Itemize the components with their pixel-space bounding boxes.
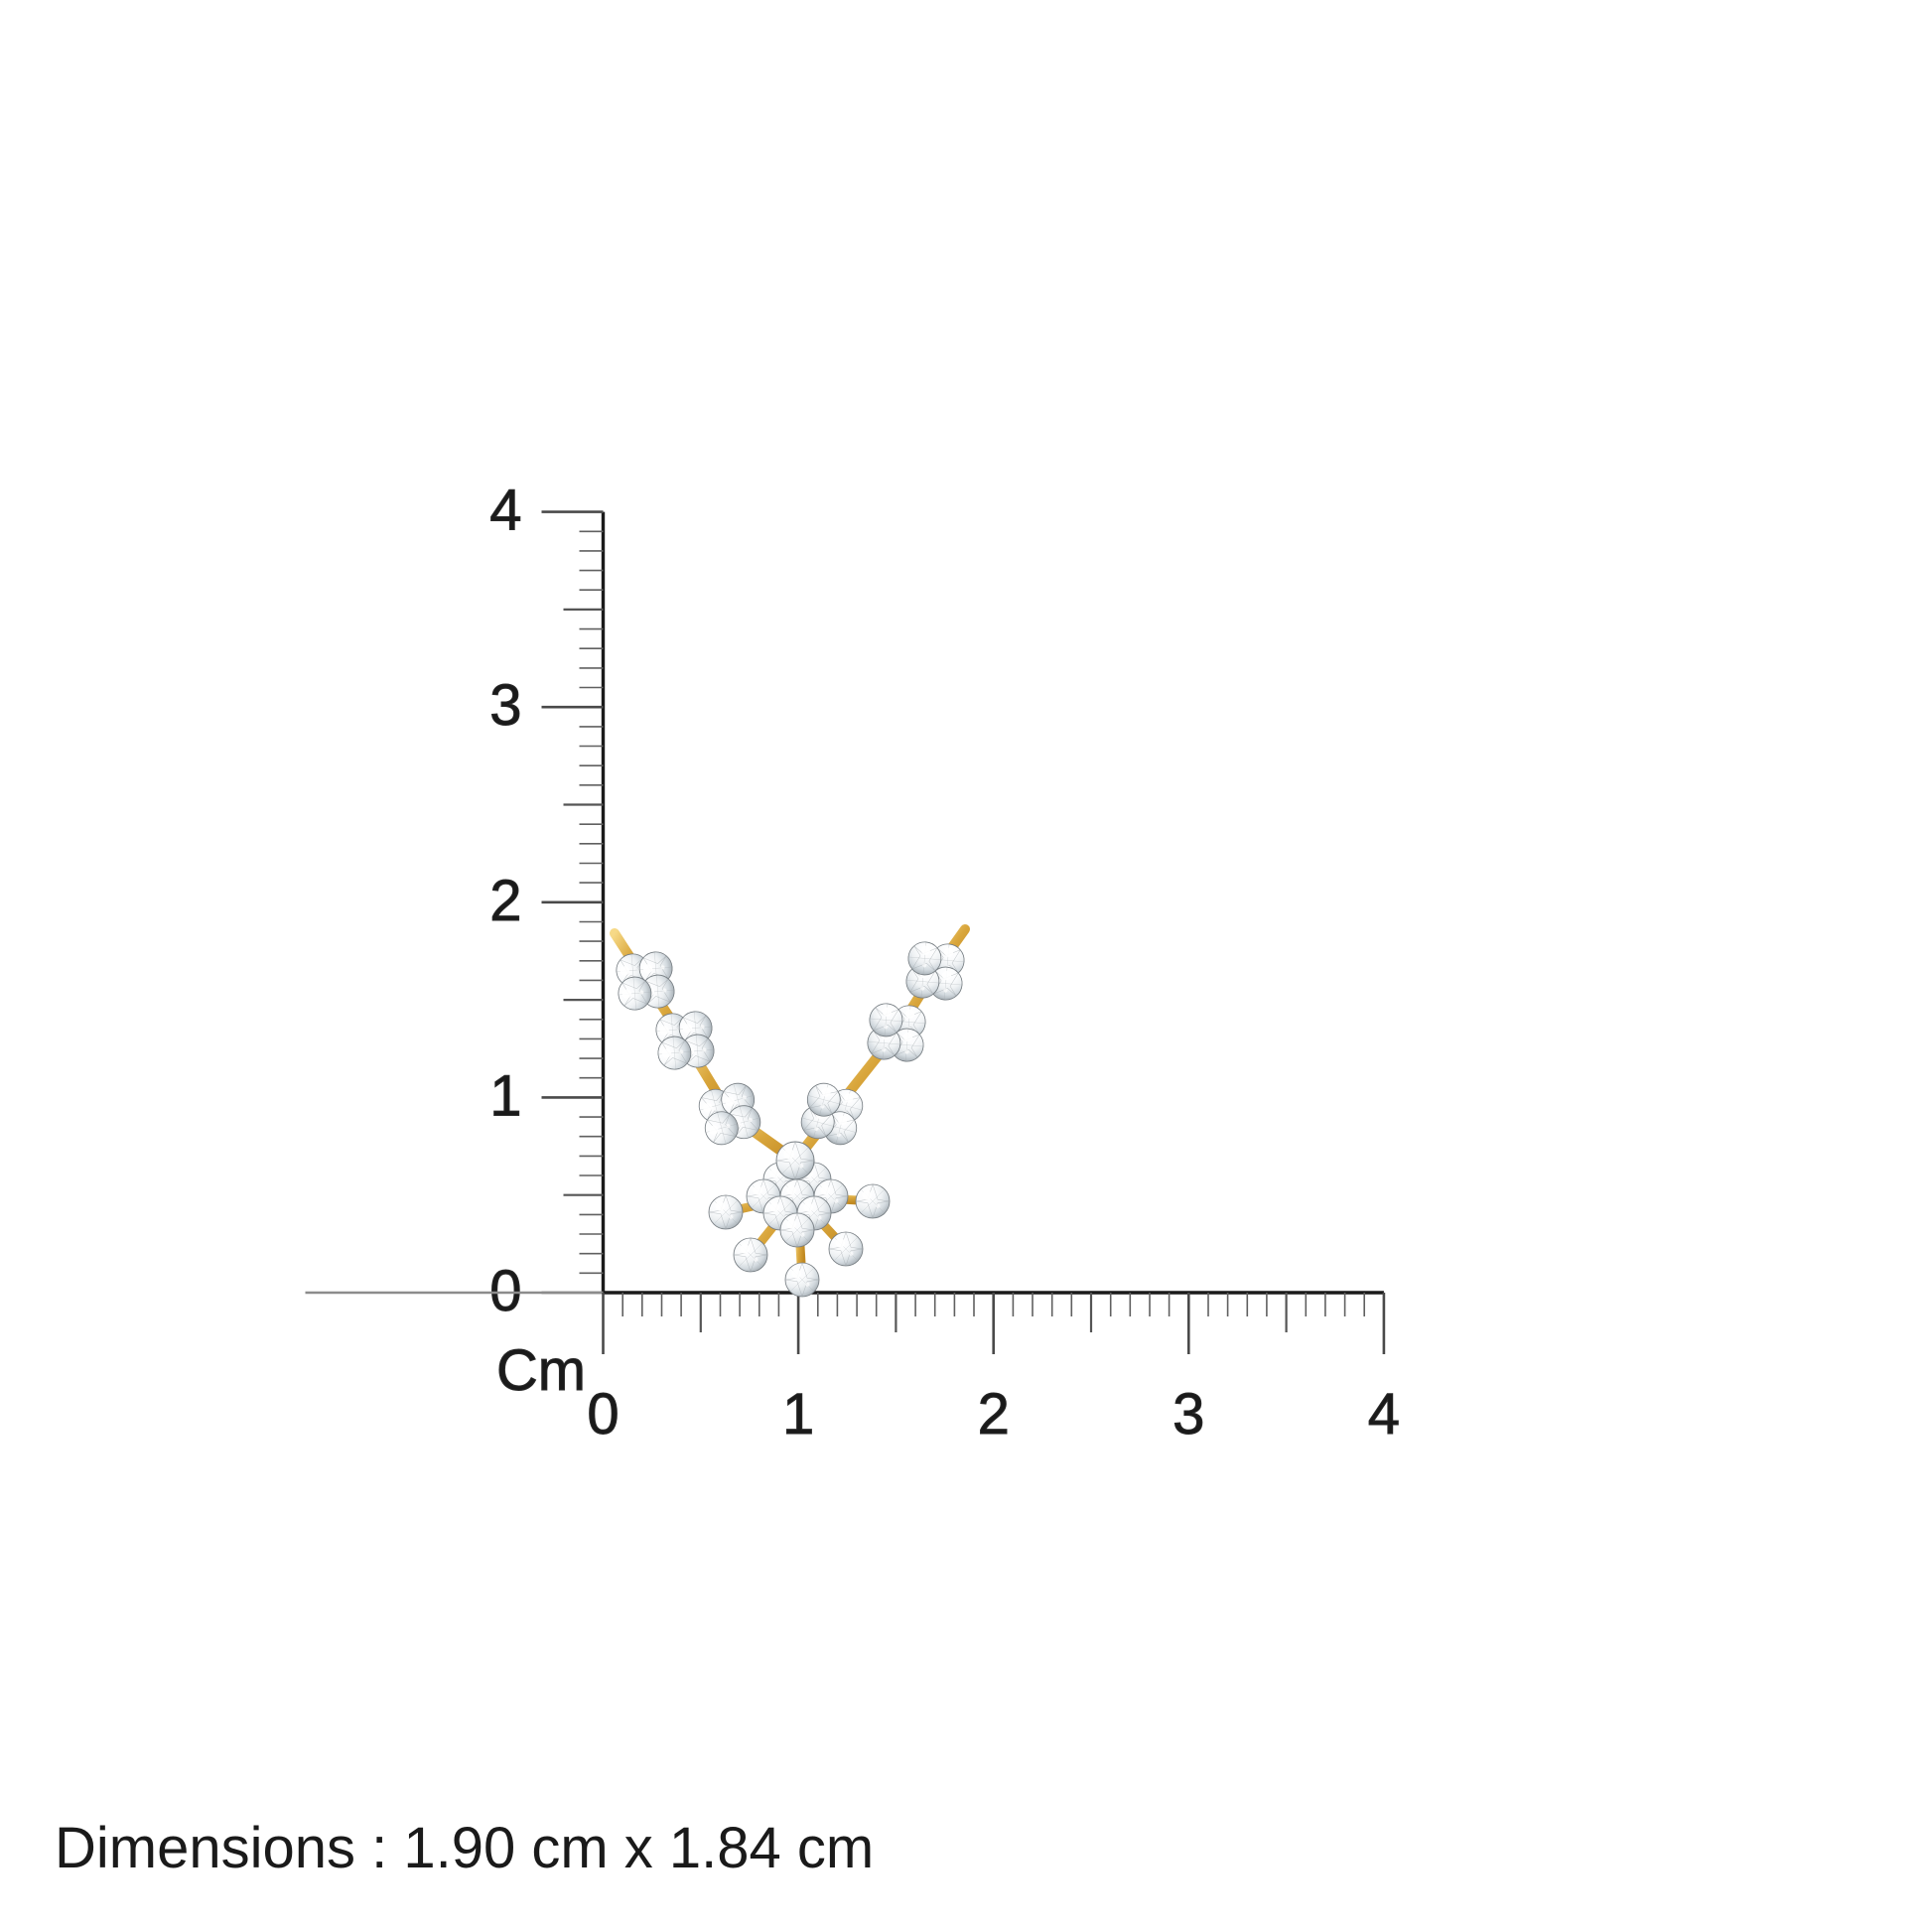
- svg-text:1: 1: [782, 1382, 814, 1447]
- svg-text:2: 2: [978, 1382, 1010, 1447]
- svg-text:3: 3: [1173, 1382, 1204, 1447]
- svg-text:4: 4: [489, 479, 521, 543]
- svg-text:1: 1: [489, 1063, 521, 1128]
- svg-text:0: 0: [489, 1259, 521, 1323]
- svg-text:4: 4: [1368, 1382, 1400, 1447]
- svg-text:3: 3: [489, 673, 521, 738]
- svg-text:0: 0: [587, 1382, 619, 1447]
- svg-text:2: 2: [489, 869, 521, 933]
- svg-text:Cm: Cm: [496, 1338, 586, 1403]
